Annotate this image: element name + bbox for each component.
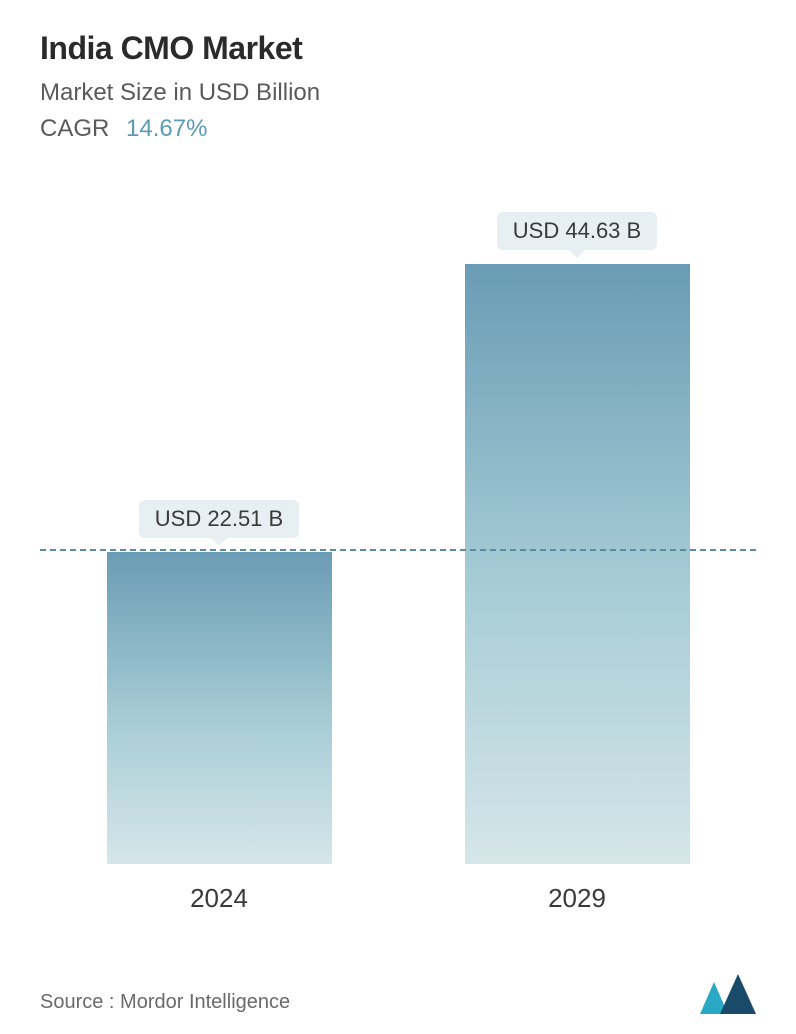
chart-title: India CMO Market <box>40 30 756 67</box>
x-label-1: 2029 <box>465 883 690 914</box>
chart-container: India CMO Market Market Size in USD Bill… <box>0 0 796 1034</box>
bar-value-label-0: USD 22.51 B <box>139 500 299 538</box>
bar-group-1: USD 44.63 B 2029 <box>465 212 690 864</box>
chart-subtitle: Market Size in USD Billion <box>40 79 756 107</box>
footer: Source : Mordor Intelligence <box>40 964 756 1014</box>
bar-group-0: USD 22.51 B 2024 <box>107 500 332 864</box>
cagr-row: CAGR 14.67% <box>40 115 756 143</box>
bar-0 <box>107 552 332 864</box>
chart-plot-area: USD 22.51 B 2024 USD 44.63 B 2029 <box>40 173 756 964</box>
x-label-0: 2024 <box>107 883 332 914</box>
brand-logo-icon <box>700 974 756 1014</box>
cagr-value: 14.67% <box>126 115 207 142</box>
cagr-label: CAGR <box>40 115 109 142</box>
bars-row: USD 22.51 B 2024 USD 44.63 B 2029 <box>40 214 756 864</box>
baseline-dashed <box>40 549 756 551</box>
source-text: Source : Mordor Intelligence <box>40 991 290 1014</box>
bar-value-label-1: USD 44.63 B <box>497 212 657 250</box>
bar-1 <box>465 264 690 864</box>
